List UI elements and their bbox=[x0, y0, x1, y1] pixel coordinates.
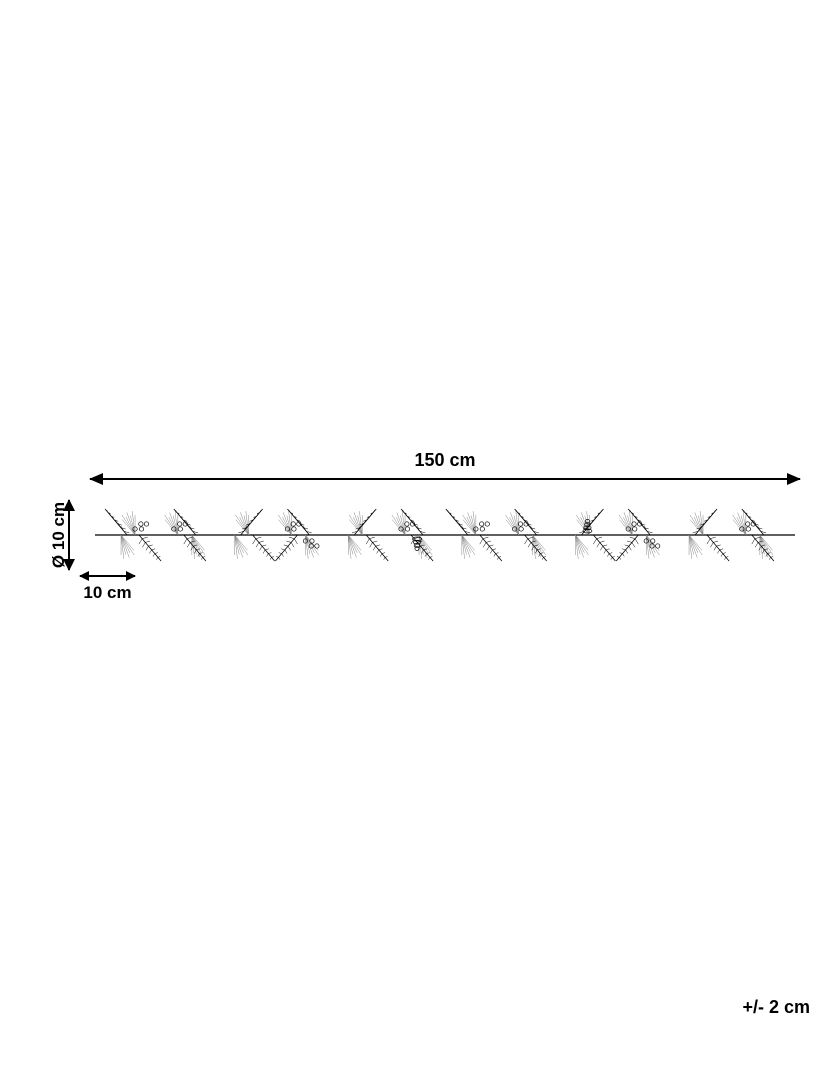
garland-illustration bbox=[90, 500, 800, 570]
dimension-diagram: 150 cm Ø 10 cm 10 cm bbox=[30, 470, 800, 610]
depth-label: 10 cm bbox=[80, 583, 135, 603]
length-label: 150 cm bbox=[90, 450, 800, 471]
diameter-dimension: Ø 10 cm bbox=[60, 500, 90, 570]
depth-arrow-line bbox=[80, 575, 135, 577]
depth-dimension: 10 cm bbox=[80, 575, 135, 605]
length-dimension: 150 cm bbox=[90, 470, 800, 500]
tolerance-label: +/- 2 cm bbox=[742, 997, 810, 1018]
diameter-arrow-line bbox=[68, 500, 70, 570]
garland-svg bbox=[90, 500, 800, 570]
length-arrow-line bbox=[90, 478, 800, 480]
